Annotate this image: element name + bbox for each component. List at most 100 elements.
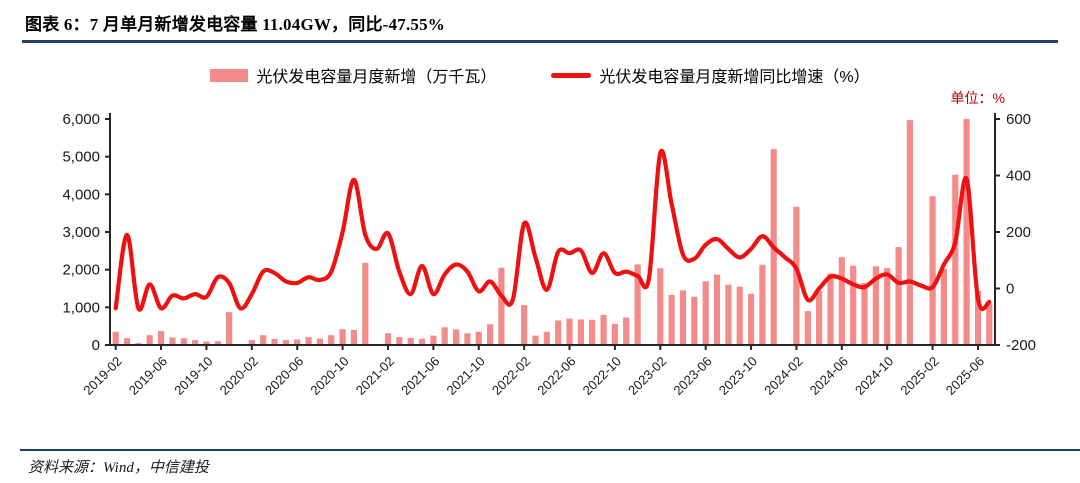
bar-2022-12 bbox=[634, 264, 641, 345]
bar-2019-07 bbox=[169, 337, 176, 345]
svg-text:2021-02: 2021-02 bbox=[353, 354, 397, 398]
svg-text:2025-02: 2025-02 bbox=[897, 354, 941, 398]
right-axis-labels: -200 0 200 400 600 bbox=[1006, 111, 1036, 354]
svg-text:2019-10: 2019-10 bbox=[171, 354, 215, 398]
bar-2021-07 bbox=[441, 327, 448, 345]
bar-2022-03 bbox=[532, 335, 539, 345]
svg-text:2023-06: 2023-06 bbox=[670, 354, 714, 398]
svg-text:2021-10: 2021-10 bbox=[444, 354, 488, 398]
bar-2020-06 bbox=[294, 339, 301, 345]
legend-item-line: 光伏发电容量月度新增同比增速（%） bbox=[551, 63, 870, 87]
bar-2024-09 bbox=[872, 266, 879, 345]
bar-2021-09 bbox=[464, 333, 471, 345]
line-swatch-icon bbox=[551, 72, 592, 78]
svg-text:200: 200 bbox=[1006, 224, 1031, 241]
bar-2019-03 bbox=[123, 338, 131, 345]
bar-2021-08 bbox=[453, 329, 460, 345]
bar-2023-10 bbox=[748, 293, 755, 345]
axes bbox=[105, 113, 1000, 350]
bar-2023-09 bbox=[736, 286, 743, 345]
bars-series bbox=[112, 119, 993, 345]
svg-text:6,000: 6,000 bbox=[62, 111, 100, 128]
svg-text:2020-02: 2020-02 bbox=[217, 354, 261, 398]
svg-text:2024-10: 2024-10 bbox=[852, 354, 896, 398]
bar-2020-08 bbox=[316, 338, 323, 345]
svg-text:400: 400 bbox=[1006, 168, 1031, 185]
bar-2023-04 bbox=[679, 290, 687, 345]
svg-text:600: 600 bbox=[1006, 111, 1031, 128]
footer-divider bbox=[20, 449, 1080, 451]
bar-2021-03 bbox=[396, 337, 403, 345]
bar-2022-04 bbox=[543, 331, 550, 345]
svg-text:-200: -200 bbox=[1006, 337, 1036, 354]
bar-2022-08 bbox=[589, 319, 596, 345]
bar-2019-12 bbox=[226, 312, 233, 345]
bar-2024-10 bbox=[884, 268, 891, 345]
svg-text:2019-06: 2019-06 bbox=[126, 354, 170, 398]
svg-text:2023-02: 2023-02 bbox=[625, 354, 669, 398]
yoy-line-series bbox=[113, 148, 992, 312]
bar-2024-08 bbox=[861, 282, 868, 345]
bar-2019-02 bbox=[112, 331, 119, 345]
bar-2023-07 bbox=[713, 274, 721, 345]
bar-2021-11 bbox=[487, 324, 494, 345]
bar-2020-03 bbox=[260, 335, 267, 345]
bar-2019-06 bbox=[158, 331, 165, 345]
bar-2022-11 bbox=[623, 317, 630, 345]
bar-2019-05 bbox=[146, 335, 153, 345]
svg-text:1,000: 1,000 bbox=[62, 299, 100, 316]
bar-2021-12 bbox=[498, 267, 505, 345]
left-axis-labels: 0 1,000 2,000 3,000 4,000 5,000 6,000 bbox=[62, 111, 100, 354]
bar-2025-04 bbox=[952, 174, 959, 345]
svg-text:2019-02: 2019-02 bbox=[80, 354, 124, 398]
svg-text:2020-10: 2020-10 bbox=[307, 354, 351, 398]
svg-text:3,000: 3,000 bbox=[62, 224, 100, 241]
svg-text:2020-06: 2020-06 bbox=[262, 354, 306, 398]
chart-title: 图表 6：7 月单月新增发电容量 11.04GW，同比-47.55% bbox=[25, 15, 445, 34]
bar-2023-03 bbox=[668, 294, 675, 345]
bar-2020-02 bbox=[248, 340, 255, 345]
bar-2022-09 bbox=[600, 314, 607, 345]
svg-text:2023-10: 2023-10 bbox=[716, 354, 760, 398]
bar-2019-10 bbox=[203, 341, 210, 345]
svg-text:4,000: 4,000 bbox=[62, 186, 100, 203]
bar-2024-07 bbox=[850, 265, 857, 345]
bar-2020-07 bbox=[305, 337, 312, 345]
svg-text:2022-06: 2022-06 bbox=[534, 354, 578, 398]
bar-2025-07 bbox=[986, 303, 993, 345]
legend-item-bar: 光伏发电容量月度新增（万千瓦） bbox=[210, 63, 496, 87]
bar-2020-09 bbox=[328, 335, 335, 345]
svg-text:0: 0 bbox=[1006, 281, 1014, 298]
bar-swatch-icon bbox=[210, 68, 249, 82]
legend-bar-label: 光伏发电容量月度新增（万千瓦） bbox=[256, 69, 497, 86]
bar-2021-06 bbox=[430, 335, 437, 345]
bar-2022-06 bbox=[566, 318, 573, 345]
bar-2024-03 bbox=[804, 311, 811, 345]
bar-2022-10 bbox=[611, 323, 618, 345]
bar-2025-06 bbox=[974, 290, 982, 345]
bar-2019-09 bbox=[192, 340, 199, 345]
bar-2025-05 bbox=[963, 119, 970, 345]
bar-2020-11 bbox=[350, 329, 357, 345]
svg-text:5,000: 5,000 bbox=[62, 149, 100, 166]
bar-2021-04 bbox=[407, 338, 414, 345]
bar-2025-02 bbox=[929, 196, 936, 345]
svg-text:0: 0 bbox=[92, 337, 100, 354]
bar-2023-06 bbox=[702, 281, 709, 345]
svg-text:2022-10: 2022-10 bbox=[580, 354, 624, 398]
bar-2023-05 bbox=[691, 296, 698, 345]
bar-2019-08 bbox=[180, 338, 187, 345]
legend-line-label: 光伏发电容量月度新增同比增速（%） bbox=[599, 69, 870, 86]
bar-2022-02 bbox=[521, 305, 528, 345]
bar-2022-07 bbox=[577, 319, 584, 345]
bar-2020-04 bbox=[271, 339, 278, 345]
svg-text:2021-06: 2021-06 bbox=[398, 354, 442, 398]
unit-label: 单位：% bbox=[950, 90, 1005, 106]
svg-text:2025-06: 2025-06 bbox=[943, 354, 987, 398]
bar-2024-04 bbox=[816, 290, 823, 345]
svg-text:2022-02: 2022-02 bbox=[489, 354, 533, 398]
bar-2021-10 bbox=[475, 331, 482, 345]
title-underline bbox=[22, 40, 1058, 43]
legend: 光伏发电容量月度新增（万千瓦） 光伏发电容量月度新增同比增速（%） bbox=[0, 63, 1080, 87]
